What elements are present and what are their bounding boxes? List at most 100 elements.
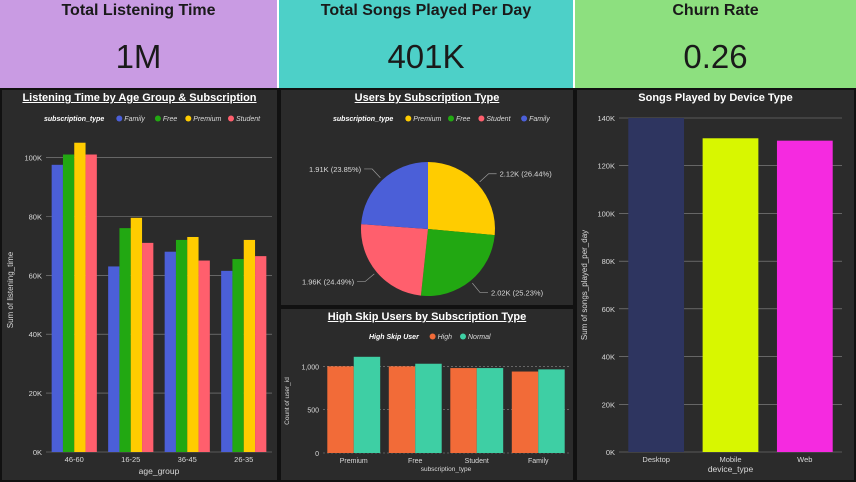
x-tick-label: 36-45 [178, 455, 197, 464]
bar-26-35-free [232, 259, 244, 452]
pie-data-label: 2.02K (25.23%) [491, 288, 544, 297]
x-tick-label: Family [528, 458, 549, 465]
legend-marker-student [478, 115, 485, 122]
y-tick-label: 60K [29, 271, 42, 280]
legend-label-student: Student [486, 116, 511, 123]
legend-title: subscription_type [333, 116, 393, 123]
legend-label-family: Family [529, 116, 550, 123]
bar-student-high [450, 368, 477, 453]
legend-title: High Skip User [369, 334, 420, 341]
kpi-value: 401K [387, 38, 465, 75]
y-tick-label: 40K [29, 330, 42, 339]
x-tick-label: Free [408, 458, 423, 465]
bar-46-60-free [62, 154, 75, 452]
panel-users-by-subscription: Users by Subscription Type subscription_… [279, 88, 575, 307]
bar-16-25-family [108, 266, 120, 452]
y-tick-label: 20K [602, 400, 615, 409]
kpi-card-songs-per-day: Total Songs Played Per Day 401K [279, 0, 573, 88]
legend-label-high: High [438, 334, 453, 341]
bar-46-60-student [85, 154, 97, 452]
x-tick-label: Desktop [642, 455, 670, 464]
y-axis-title: Sum of listening_time [6, 251, 15, 328]
kpi-card-listening-time: Total Listening Time 1M [0, 0, 277, 88]
pie-leader-line [472, 282, 488, 293]
bar-free-normal [415, 363, 442, 453]
y-tick-label: 80K [602, 257, 615, 266]
kpi-card-churn-rate: Churn Rate 0.26 [575, 0, 856, 88]
pie-slice-free [420, 229, 495, 296]
pie-slice-student [361, 224, 428, 296]
pie-data-label: 1.96K (24.49%) [302, 278, 355, 287]
bar-student-normal [476, 368, 504, 453]
legend-label-free: Free [456, 116, 471, 123]
y-tick-label: 500 [307, 408, 319, 415]
x-axis-title: device_type [708, 464, 754, 474]
x-tick-label: 46-60 [65, 455, 84, 464]
bar-36-45-family [164, 251, 176, 452]
x-tick-label: Mobile [719, 455, 741, 464]
kpi-value: 0.26 [683, 38, 748, 75]
x-tick-label: Premium [340, 458, 368, 465]
bar-premium-high [327, 366, 354, 453]
pie-slice-premium [428, 162, 495, 236]
legend-label-student: Student [236, 116, 261, 123]
chart-title: Songs Played by Device Type [638, 92, 793, 104]
bar-family-normal [538, 369, 565, 453]
bar-26-35-family [221, 270, 233, 452]
y-tick-label: 1,000 [301, 364, 319, 371]
legend-label-family: Family [124, 116, 145, 123]
kpi-title: Churn Rate [672, 2, 759, 19]
legend-marker-student [228, 115, 234, 122]
y-tick-label: 120K [597, 162, 615, 171]
y-tick-label: 0K [33, 448, 42, 457]
y-tick-label: 0 [315, 451, 319, 458]
bar-free-high [388, 366, 416, 453]
bar-26-35-student [255, 256, 267, 452]
legend-marker-premium [185, 115, 192, 122]
chart-title: High Skip Users by Subscription Type [327, 311, 527, 323]
x-axis-title: subscription_type [421, 466, 472, 473]
x-tick-label: Web [797, 455, 812, 464]
bar-46-60-family [51, 164, 63, 452]
legend-label-free: Free [163, 116, 178, 123]
pie-leader-line [364, 168, 381, 178]
pie-data-label: 2.12K (26.44%) [500, 170, 553, 179]
panel-songs-by-device: Songs Played by Device Type 0K 20K 40K 60K 8… [575, 88, 856, 482]
chart-users-by-subscription: subscription_type Premium Free Student Famil… [302, 115, 553, 297]
kpi-title: Total Songs Played Per Day [320, 2, 532, 19]
legend-marker-free [448, 115, 454, 122]
y-tick-label: 140K [597, 114, 615, 123]
bar-premium-normal [353, 356, 381, 453]
x-tick-label: Student [465, 458, 489, 465]
y-axis-title: Count of user_id [284, 377, 291, 425]
x-tick-label: 16-25 [121, 455, 140, 464]
chart-high-skip-users: High Skip User High Normal 0 500 1,000 Premium… [284, 333, 569, 473]
y-tick-label: 80K [29, 212, 42, 221]
bar-16-25-premium [130, 217, 143, 452]
bar-46-60-premium [74, 142, 86, 452]
y-tick-label: 60K [602, 305, 615, 314]
bar-desktop-sum-of-songs-played-per-day [628, 118, 685, 452]
bar-16-25-student [142, 242, 154, 452]
legend-marker-free [154, 115, 161, 122]
legend-marker-normal [460, 333, 466, 340]
bar-mobile-sum-of-songs-played-per-day [702, 138, 759, 452]
y-tick-label: 0K [606, 448, 615, 457]
legend-label-premium: Premium [193, 116, 221, 123]
y-tick-label: 20K [29, 389, 42, 398]
pie-leader-line [479, 173, 497, 183]
pie-slice-family [361, 162, 428, 229]
chart-songs-by-device: 0K 20K 40K 60K 80K 100K 120K 140K Desktop Mobile W… [580, 114, 842, 474]
kpi-title: Total Listening Time [61, 2, 216, 19]
y-axis-title: Sum of songs_played_per_day [580, 230, 589, 340]
chart-listening-time-by-age: subscription_type Family Free Premium Studen… [6, 115, 272, 476]
y-tick-label: 100K [24, 153, 42, 162]
y-tick-label: 40K [602, 353, 615, 362]
bar-26-35-premium [243, 239, 256, 452]
x-axis-title: age_group [139, 466, 180, 476]
legend-label-premium: Premium [413, 116, 441, 123]
bar-36-45-student [198, 260, 210, 452]
legend-marker-high [429, 333, 436, 340]
legend-title: subscription_type [44, 116, 104, 123]
legend-marker-premium [405, 115, 412, 122]
